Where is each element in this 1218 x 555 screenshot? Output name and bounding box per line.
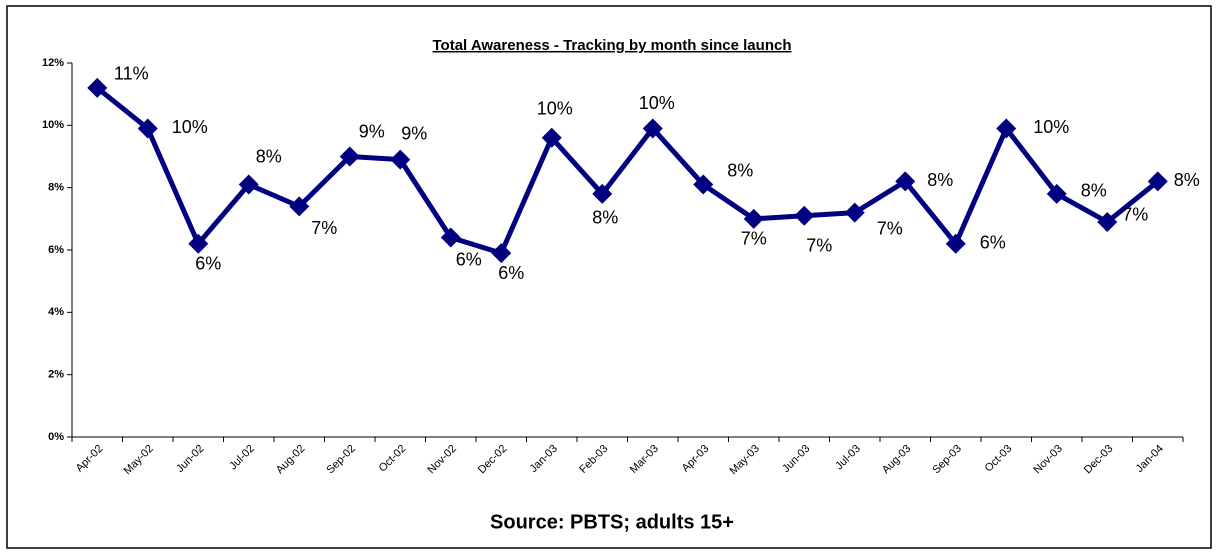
source-note: Source: PBTS; adults 15+ <box>490 511 734 533</box>
data-label: 7% <box>877 218 903 238</box>
data-label: 11% <box>114 64 149 84</box>
data-label: 10% <box>537 99 573 119</box>
data-label: 7% <box>741 229 767 249</box>
data-label: 7% <box>1122 205 1148 225</box>
data-label: 8% <box>1174 170 1200 190</box>
data-point <box>743 208 764 229</box>
data-point <box>945 233 966 254</box>
chart-frame <box>6 5 1212 549</box>
y-tick-label: 2% <box>48 369 64 381</box>
data-point <box>87 77 108 98</box>
data-label: 7% <box>311 218 337 238</box>
data-point <box>238 174 259 195</box>
data-label: 8% <box>927 170 953 190</box>
y-tick-label: 4% <box>48 306 64 318</box>
data-label: 8% <box>727 160 753 180</box>
data-point <box>844 202 865 223</box>
data-point <box>794 205 815 226</box>
data-point <box>491 243 512 264</box>
data-label: 10% <box>1033 117 1069 137</box>
y-tick-label: 12% <box>42 57 64 69</box>
data-point <box>1097 211 1118 232</box>
data-label: 6% <box>498 263 524 283</box>
data-line <box>95 85 1160 256</box>
data-point <box>188 233 209 254</box>
data-point <box>693 174 714 195</box>
data-point <box>440 227 461 248</box>
data-label: 10% <box>639 93 675 113</box>
data-point <box>1046 183 1067 204</box>
y-tick-label: 6% <box>48 244 64 256</box>
data-point <box>390 149 411 170</box>
data-label: 8% <box>592 208 618 228</box>
data-label: 8% <box>1081 181 1107 201</box>
data-label: 9% <box>359 121 385 141</box>
data-label: 8% <box>256 146 282 166</box>
data-point <box>592 183 613 204</box>
data-label: 6% <box>456 249 482 269</box>
data-point <box>895 171 916 192</box>
chart-title: Total Awareness - Tracking by month sinc… <box>433 37 792 54</box>
data-label: 9% <box>401 123 427 143</box>
data-label: 7% <box>806 235 832 255</box>
data-label: 6% <box>980 233 1006 253</box>
data-point <box>996 118 1017 139</box>
data-point <box>541 127 562 148</box>
data-point <box>642 118 663 139</box>
y-tick-label: 8% <box>48 182 64 194</box>
data-label: 6% <box>195 254 221 274</box>
y-tick-label: 10% <box>42 119 64 131</box>
data-point <box>1147 171 1168 192</box>
data-point <box>339 146 360 167</box>
data-point <box>137 118 158 139</box>
data-point <box>289 196 310 217</box>
data-label: 10% <box>172 117 208 137</box>
y-tick-label: 0% <box>48 431 64 443</box>
